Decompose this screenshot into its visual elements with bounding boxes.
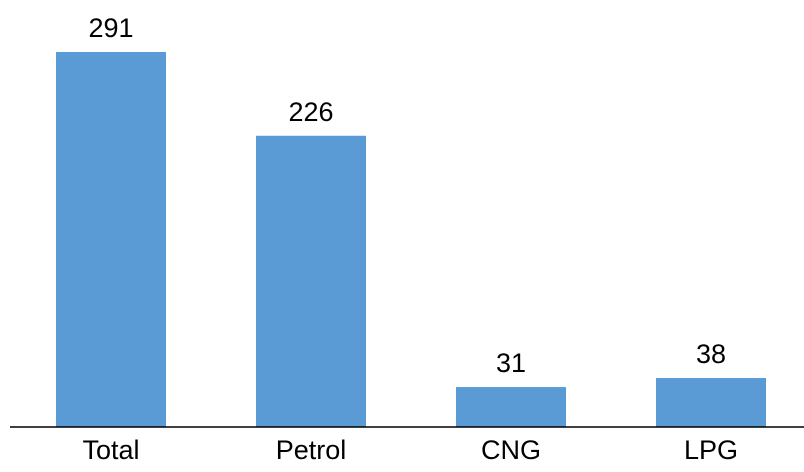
- data-label: 226: [288, 97, 333, 127]
- bar: [56, 52, 166, 427]
- bar: [456, 387, 566, 427]
- x-tick-label: Total: [82, 435, 139, 465]
- data-label: 291: [88, 13, 133, 43]
- x-tick-label: CNG: [481, 435, 541, 465]
- data-label: 38: [696, 339, 726, 369]
- bar: [256, 135, 366, 428]
- x-tick-label: Petrol: [276, 435, 347, 465]
- bar: [656, 378, 766, 427]
- x-tick-label: LPG: [684, 435, 738, 465]
- data-label: 31: [496, 348, 526, 378]
